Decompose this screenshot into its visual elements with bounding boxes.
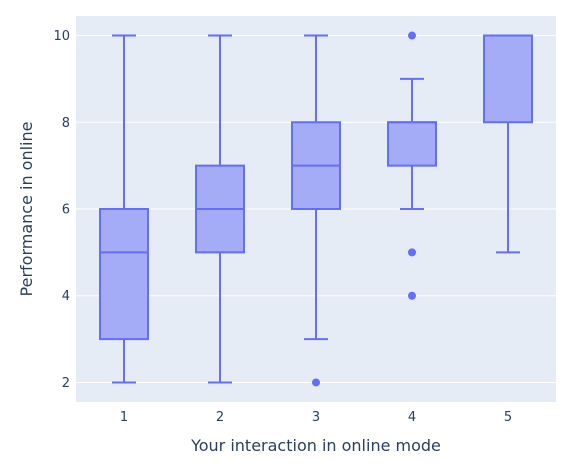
y-tick-labels: 2 4 6 8 10	[53, 29, 70, 391]
outlier-point	[408, 248, 416, 257]
y-tick-label: 2	[62, 376, 70, 391]
outlier-point	[312, 378, 320, 387]
y-tick-label: 10	[53, 29, 70, 44]
boxes	[99, 31, 533, 387]
y-tick-label: 8	[62, 116, 70, 131]
iqr-box	[387, 121, 437, 167]
y-tick-label: 4	[62, 289, 70, 304]
box-category-3	[291, 34, 341, 387]
x-tick-label: 3	[312, 410, 320, 425]
y-axis-title: Performance in online	[17, 122, 36, 297]
box-category-2	[195, 34, 245, 384]
x-tick-label: 2	[216, 410, 224, 425]
x-tick-labels: 1 2 3 4 5	[120, 410, 512, 425]
box-category-1	[99, 34, 149, 384]
x-tick-label: 4	[408, 410, 416, 425]
iqr-box	[483, 34, 533, 124]
box-category-4	[387, 31, 437, 300]
x-tick-label: 5	[504, 410, 512, 425]
outlier-point	[408, 31, 416, 40]
x-axis-title: Your interaction in online mode	[190, 436, 441, 455]
box-category-5	[483, 34, 533, 254]
outlier-point	[408, 291, 416, 300]
iqr-box	[99, 208, 149, 341]
y-tick-label: 6	[62, 203, 70, 218]
x-tick-label: 1	[120, 410, 128, 425]
